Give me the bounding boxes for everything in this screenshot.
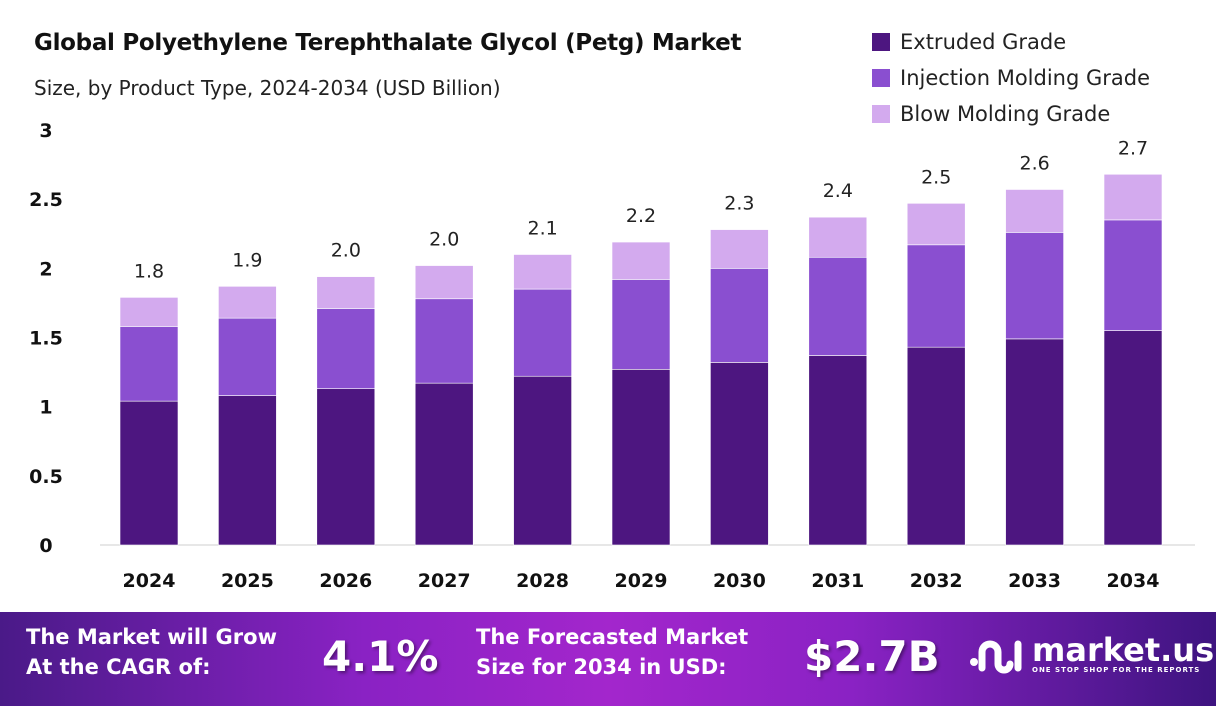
bar-segment-extruded-grade bbox=[513, 375, 572, 546]
legend-item-injection: Injection Molding Grade bbox=[872, 60, 1150, 96]
bar-total-label: 1.8 bbox=[134, 260, 164, 282]
y-tick-label: 1 bbox=[39, 397, 52, 419]
bar-segment-injection-molding-grade bbox=[513, 288, 572, 377]
bar-segment-extruded-grade bbox=[611, 369, 671, 546]
logo-icon bbox=[970, 640, 1022, 674]
y-tick-label: 2 bbox=[39, 258, 52, 280]
bar-segment-injection-molding-grade bbox=[906, 244, 966, 348]
legend-item-blow: Blow Molding Grade bbox=[872, 96, 1150, 132]
x-tick-label: 2028 bbox=[516, 570, 569, 592]
x-tick-label: 2033 bbox=[1008, 570, 1061, 592]
legend-swatch bbox=[872, 33, 890, 51]
legend-swatch bbox=[872, 105, 890, 123]
y-tick-label: 2.5 bbox=[29, 189, 63, 211]
x-tick-label: 2034 bbox=[1107, 570, 1160, 592]
bar-segment-injection-molding-grade bbox=[710, 268, 769, 363]
legend-label: Extruded Grade bbox=[900, 30, 1067, 54]
bar-segment-blow-molding-grade bbox=[906, 203, 966, 246]
legend-item-extruded: Extruded Grade bbox=[872, 24, 1150, 60]
bar-total-label: 2.4 bbox=[823, 180, 853, 202]
bar-total-label: 2.1 bbox=[527, 218, 557, 240]
bar-segment-blow-molding-grade bbox=[710, 229, 769, 269]
bar-segment-blow-molding-grade bbox=[218, 286, 277, 319]
x-tick-label: 2025 bbox=[221, 570, 274, 592]
bar-total-label: 2.0 bbox=[429, 229, 459, 251]
x-tick-label: 2030 bbox=[713, 570, 766, 592]
cagr-label: The Market will Grow At the CAGR of: bbox=[26, 625, 277, 679]
bar-segment-injection-molding-grade bbox=[1103, 219, 1163, 331]
bar-total-label: 2.3 bbox=[724, 193, 754, 215]
bar-segment-extruded-grade bbox=[218, 395, 277, 546]
bar-segment-extruded-grade bbox=[710, 362, 769, 546]
bar-segment-extruded-grade bbox=[414, 382, 474, 546]
forecast-value: $2.7B bbox=[804, 632, 940, 681]
bar-total-label: 2.5 bbox=[921, 166, 951, 188]
x-tick-label: 2024 bbox=[123, 570, 176, 592]
legend-label: Blow Molding Grade bbox=[900, 102, 1111, 126]
y-tick-label: 0 bbox=[39, 535, 52, 557]
bar-segment-injection-molding-grade bbox=[218, 317, 277, 396]
legend-label: Injection Molding Grade bbox=[900, 66, 1151, 90]
y-tick-label: 1.5 bbox=[29, 328, 63, 350]
bar-segment-extruded-grade bbox=[119, 400, 179, 546]
forecast-label: The Forecasted Market Size for 2034 in US… bbox=[476, 625, 749, 679]
bar-segment-blow-molding-grade bbox=[119, 297, 179, 327]
legend-swatch bbox=[872, 69, 890, 87]
x-tick-label: 2027 bbox=[418, 570, 471, 592]
y-tick-label: 0.5 bbox=[29, 466, 63, 488]
x-tick-label: 2032 bbox=[910, 570, 963, 592]
bar-segment-blow-molding-grade bbox=[808, 216, 868, 258]
bar-total-label: 2.6 bbox=[1019, 152, 1049, 174]
x-tick-label: 2026 bbox=[319, 570, 372, 592]
summary-banner: The Market will Grow At the CAGR of: 4.1%… bbox=[0, 612, 1216, 706]
bar-segment-blow-molding-grade bbox=[611, 241, 671, 280]
bar-segment-extruded-grade bbox=[808, 355, 868, 546]
bar-segment-blow-molding-grade bbox=[316, 276, 376, 309]
chart-title: Global Polyethylene Terephthalate Glycol… bbox=[34, 30, 742, 56]
bar-segment-injection-molding-grade bbox=[119, 326, 179, 402]
bar-segment-extruded-grade bbox=[906, 346, 966, 546]
bar-segment-extruded-grade bbox=[1005, 338, 1064, 546]
y-tick-label: 3 bbox=[39, 120, 52, 142]
stacked-bar-chart: 0 0.5 1 1.5 2 2.5 3 1.8 2024 1.9 2025 2.0 2026 2.0 202… bbox=[29, 120, 1195, 592]
chart-subtitle: Size, by Product Type, 2024-2034 (USD Bi… bbox=[34, 76, 501, 100]
bar-segment-blow-molding-grade bbox=[1005, 189, 1064, 233]
bar-segment-extruded-grade bbox=[1103, 330, 1163, 546]
bar-total-label: 2.2 bbox=[626, 205, 656, 227]
bar-segment-blow-molding-grade bbox=[414, 265, 474, 300]
bar-segment-blow-molding-grade bbox=[513, 254, 572, 290]
bar-segment-blow-molding-grade bbox=[1103, 173, 1163, 221]
bar-total-label: 2.0 bbox=[331, 240, 361, 262]
x-tick-label: 2031 bbox=[811, 570, 864, 592]
bar-segment-extruded-grade bbox=[316, 388, 376, 546]
bar-segment-injection-molding-grade bbox=[808, 256, 868, 356]
bar-total-label: 2.7 bbox=[1118, 137, 1148, 159]
bar-segment-injection-molding-grade bbox=[611, 279, 671, 370]
market-us-logo: market.us ONE STOP SHOP FOR THE REPORTS bbox=[968, 634, 1214, 674]
bar-segment-injection-molding-grade bbox=[414, 298, 474, 384]
bar-total-label: 1.9 bbox=[232, 249, 262, 271]
cagr-value: 4.1% bbox=[322, 632, 439, 681]
bar-segment-injection-molding-grade bbox=[316, 308, 376, 389]
x-tick-label: 2029 bbox=[615, 570, 668, 592]
bar-segment-injection-molding-grade bbox=[1005, 232, 1064, 340]
legend: Extruded Grade Injection Molding Grade B… bbox=[872, 24, 1150, 132]
